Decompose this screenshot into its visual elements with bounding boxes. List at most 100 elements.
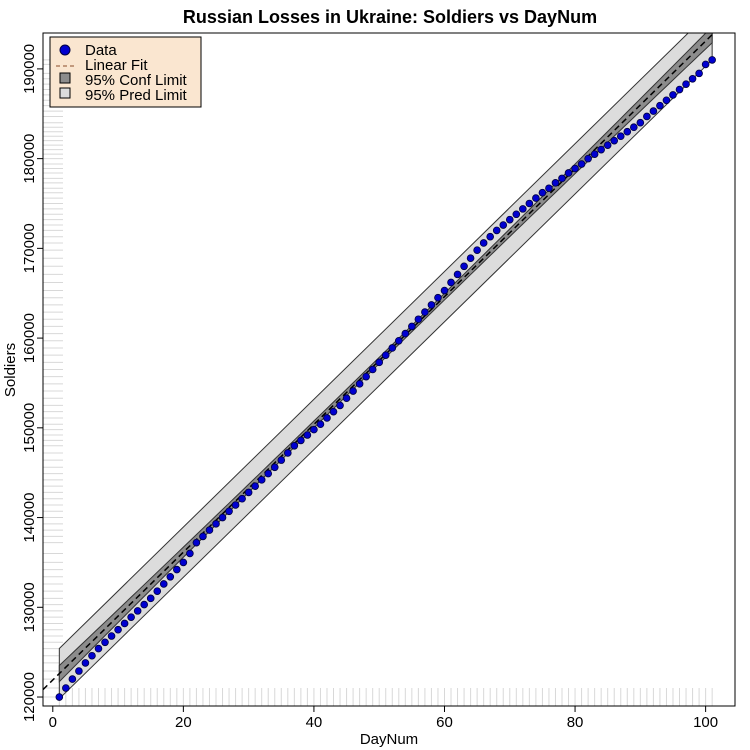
legend-label-pred: 95% Pred Limit xyxy=(85,87,188,104)
data-point xyxy=(192,538,201,547)
data-point xyxy=(643,112,651,121)
x-tick-label: 60 xyxy=(436,714,453,731)
x-tick-label: 0 xyxy=(49,714,57,731)
data-point xyxy=(120,619,129,628)
data-point xyxy=(571,164,579,173)
data-point xyxy=(342,394,351,403)
data-point xyxy=(708,56,716,64)
legend-label-conf: 95% Conf Limit xyxy=(85,72,188,89)
data-point xyxy=(669,91,677,99)
data-point xyxy=(551,179,560,187)
data-point xyxy=(101,638,109,647)
data-point xyxy=(277,456,286,464)
data-point xyxy=(421,308,429,316)
data-point xyxy=(225,507,233,516)
data-point xyxy=(440,286,449,295)
y-tick-label: 180000 xyxy=(21,134,38,184)
data-point xyxy=(610,136,619,145)
data-point xyxy=(55,693,64,701)
data-point xyxy=(179,558,188,567)
data-point xyxy=(577,160,586,168)
x-tick-label: 80 xyxy=(567,714,584,731)
data-point xyxy=(173,565,181,574)
y-tick-label: 120000 xyxy=(21,672,38,722)
data-point xyxy=(94,644,103,653)
data-point xyxy=(473,246,481,254)
data-point xyxy=(505,215,514,224)
data-point xyxy=(623,127,632,136)
plot-area xyxy=(43,33,716,706)
data-point xyxy=(257,476,266,484)
data-point xyxy=(107,632,116,640)
data-point xyxy=(394,336,403,345)
legend: Data Linear Fit 95% Conf Limit 95% Pred … xyxy=(49,36,202,108)
data-point xyxy=(68,675,77,683)
data-point xyxy=(153,587,162,595)
data-point xyxy=(649,107,658,115)
data-point xyxy=(81,659,90,667)
x-axis: 0 20 40 60 80 100 xyxy=(49,706,718,731)
data-point xyxy=(218,513,227,522)
y-tick-label: 170000 xyxy=(21,223,38,273)
data-point xyxy=(427,301,436,309)
data-point xyxy=(368,365,377,374)
data-point xyxy=(284,449,292,457)
data-point xyxy=(310,425,318,434)
legend-pred-symbol xyxy=(59,87,71,99)
data-point xyxy=(199,532,207,541)
data-point xyxy=(584,154,592,163)
data-point xyxy=(453,270,462,279)
data-point xyxy=(486,232,494,241)
data-point xyxy=(146,594,155,603)
data-point xyxy=(597,145,605,154)
chart-title: Russian Losses in Ukraine: Soldiers vs D… xyxy=(183,7,597,27)
data-point xyxy=(264,469,273,478)
data-point xyxy=(401,329,410,338)
data-point xyxy=(688,74,697,83)
data-point xyxy=(349,387,357,395)
data-point xyxy=(656,101,664,110)
data-point xyxy=(303,431,312,439)
data-point xyxy=(662,96,671,105)
data-point xyxy=(238,494,246,503)
x-tick-label: 100 xyxy=(693,714,718,731)
data-point xyxy=(127,613,135,621)
data-point xyxy=(682,80,690,88)
data-point xyxy=(434,293,442,302)
data-point xyxy=(564,169,573,177)
data-point xyxy=(603,141,612,149)
fit-line xyxy=(43,33,715,691)
data-point xyxy=(538,188,547,197)
data-point xyxy=(355,380,364,388)
data-point xyxy=(695,69,703,78)
data-point xyxy=(244,488,253,497)
x-tick-label: 40 xyxy=(306,714,323,731)
data-point xyxy=(88,651,96,660)
data-point xyxy=(479,239,488,247)
data-point xyxy=(525,199,534,208)
y-tick-label: 160000 xyxy=(21,313,38,363)
data-point xyxy=(558,174,566,183)
y-tick-label: 140000 xyxy=(21,493,38,543)
data-points xyxy=(55,56,716,701)
data-point xyxy=(133,607,142,615)
data-point xyxy=(166,572,175,581)
y-axis: 120000 130000 140000 150000 160000 170000 1800… xyxy=(21,44,43,722)
data-point xyxy=(336,401,344,410)
data-point xyxy=(636,118,645,127)
data-point xyxy=(297,436,305,445)
data-point xyxy=(447,278,455,287)
data-point xyxy=(388,344,397,352)
legend-conf-symbol xyxy=(59,72,71,84)
legend-box xyxy=(49,36,202,108)
plot-frame xyxy=(42,32,736,707)
y-tick-label: 190000 xyxy=(21,44,38,94)
data-point xyxy=(590,150,599,158)
data-point xyxy=(329,407,338,416)
data-point xyxy=(205,526,214,534)
y-axis-label: Soldiers xyxy=(2,343,19,397)
data-point xyxy=(75,667,83,675)
data-point xyxy=(159,580,168,588)
data-point xyxy=(362,372,370,381)
